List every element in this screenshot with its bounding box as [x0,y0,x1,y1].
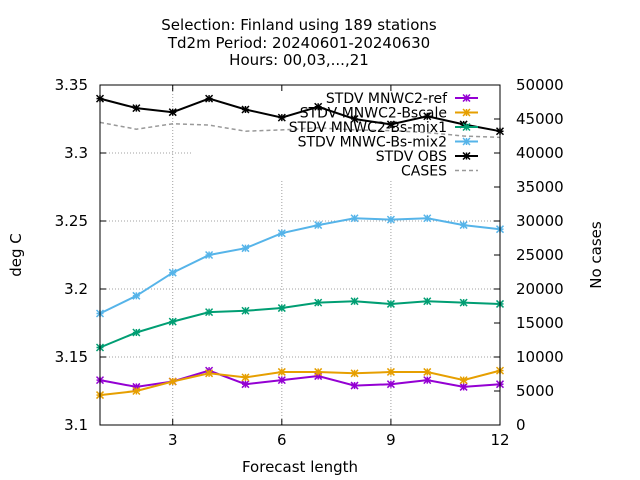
y2-tick-label: 40000 [516,144,564,162]
series-point [314,367,323,376]
series-point [386,299,395,308]
legend-marker [462,137,471,146]
legend-label: STDV MNWC2-ref [326,91,448,107]
series-point [386,367,395,376]
series-point [132,291,141,300]
series-point [423,367,432,376]
series-point [277,367,286,376]
series-point [205,94,214,103]
series-point [386,120,395,129]
legend-label: STDV OBS [376,149,447,165]
y2-tick-label: 35000 [516,178,564,196]
chart-title-line-3: Hours: 00,03,...,21 [229,51,369,69]
series-point [168,268,177,277]
ticks: 3 6 9 12 3.1 3.15 3.2 3.25 3.3 3.35 0 5000 10000 1500… [55,76,564,449]
legend-marker [462,122,471,132]
legend-marker [462,93,471,103]
series-point [241,373,250,382]
y2-tick-label: 30000 [516,212,564,230]
series-point [277,376,286,385]
series-point [205,308,214,317]
legend-marker [462,151,471,161]
y2-axis-label: No cases [587,221,605,289]
legend-label: CASES [401,164,447,180]
series-point [386,380,395,389]
series-point [277,304,286,313]
series-point [168,377,177,386]
series-point [386,215,395,224]
series-line [99,97,501,133]
legend-label: STDV MNWC2-Bs-mix1 [289,120,447,136]
y2-tick-label: 10000 [516,348,564,366]
y-tick-label: 3.1 [64,416,88,434]
y2-tick-label: 20000 [516,280,564,298]
y2-tick-label: 25000 [516,246,564,264]
series-point [241,244,250,253]
y-tick-label: 3.3 [64,144,88,162]
series-point [459,298,468,307]
series-line [99,300,501,349]
series-point [241,380,250,389]
legend-label: STDV MNWC-Bs-mix2 [298,135,447,151]
series-point [205,369,214,378]
series-point [350,369,359,378]
y2-tick-label: 15000 [516,314,564,332]
y2-tick-label: 0 [516,416,526,434]
chart-title-line-2: Td2m Period: 20240601-20240630 [167,34,430,52]
series-point [314,298,323,307]
series-point [241,306,250,315]
series-line [99,217,501,315]
series-point [350,114,359,124]
series-point [350,381,359,390]
series-point [350,214,359,223]
series-point [132,328,141,337]
legend-label: STDV MNWC2-Bscale [300,106,447,122]
x-tick-label: 9 [386,431,396,449]
series-point [168,317,177,326]
series-point [205,250,214,260]
legend-marker [462,108,471,117]
y-axis-label: deg C [7,233,25,277]
series-point [132,386,141,396]
series-point [459,221,468,230]
y2-tick-label: 50000 [516,76,564,94]
y-tick-label: 3.35 [55,76,88,94]
y-tick-label: 3.2 [64,280,88,298]
y2-tick-label: 5000 [516,382,554,400]
series-point [423,376,432,385]
x-tick-label: 6 [277,431,287,449]
x-tick-label: 12 [490,431,509,449]
y-tick-label: 3.15 [55,348,88,366]
series-point [314,102,323,111]
series-point [241,105,250,114]
series-point [132,104,141,113]
series-point [423,112,432,121]
x-axis-label: Forecast length [242,458,358,476]
x-tick-label: 3 [168,431,178,449]
series-point [350,297,359,306]
series-point [423,214,432,223]
series-point [314,221,323,230]
y-tick-label: 3.25 [55,212,88,230]
series-point [423,297,432,306]
series-line [99,369,501,397]
series-point [459,376,468,385]
series-point [459,382,468,391]
y2-tick-label: 45000 [516,110,564,128]
series-point [277,229,286,238]
series-point [277,113,286,122]
chart-title-line-1: Selection: Finland using 189 stations [161,16,437,34]
series-point [168,108,177,117]
